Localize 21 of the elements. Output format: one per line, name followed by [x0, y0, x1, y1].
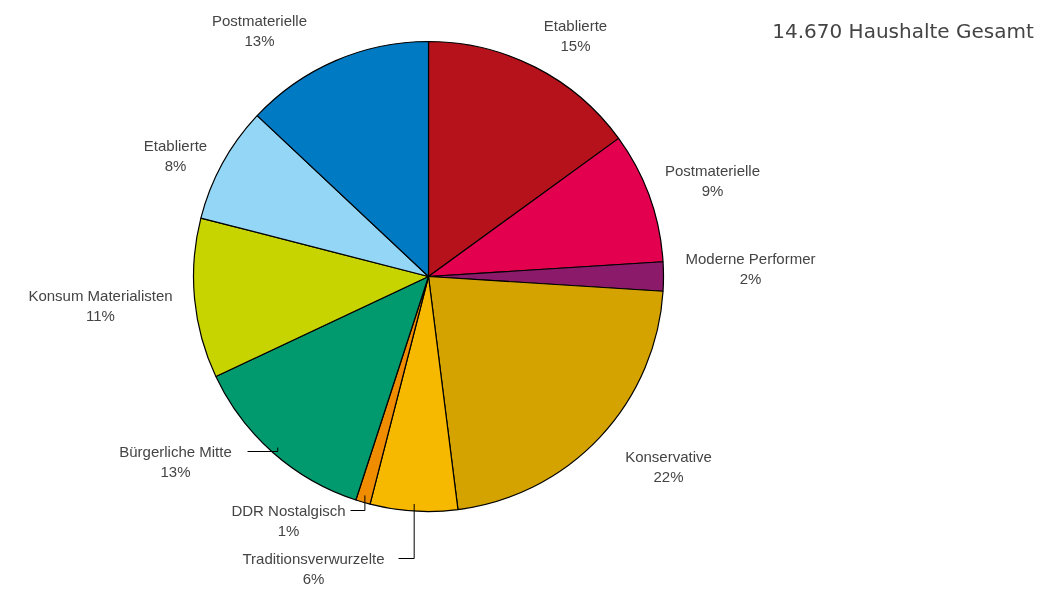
data-label: 8%	[164, 157, 187, 175]
slice-label: Postmaterielle	[211, 11, 308, 29]
data-label: 15%	[560, 37, 591, 55]
slice-label: Konsum Materialisten	[28, 286, 173, 304]
data-label: 11%	[86, 307, 115, 325]
data-label: 13%	[244, 32, 275, 50]
slice-label: DDR Nostalgisch	[231, 501, 346, 519]
data-label: 13%	[160, 463, 191, 481]
text: 14.670 Haushalte Gesamt	[772, 18, 1034, 43]
slice-label: Traditionsverwurzelte	[242, 549, 385, 567]
slice-label: Konservative	[625, 447, 712, 465]
data-label: 1%	[277, 522, 300, 540]
data-label: 22%	[653, 468, 684, 486]
data-label: 9%	[701, 182, 724, 200]
slice-label: Etablierte	[143, 136, 208, 154]
slice-label: Postmaterielle	[664, 161, 761, 179]
slice-label: Moderne Performer	[685, 249, 816, 267]
data-label: 2%	[739, 270, 762, 288]
slice-label: Bürgerliche Mitte	[119, 442, 232, 460]
slice-label: Etablierte	[543, 16, 608, 34]
data-label: 6%	[302, 570, 325, 588]
